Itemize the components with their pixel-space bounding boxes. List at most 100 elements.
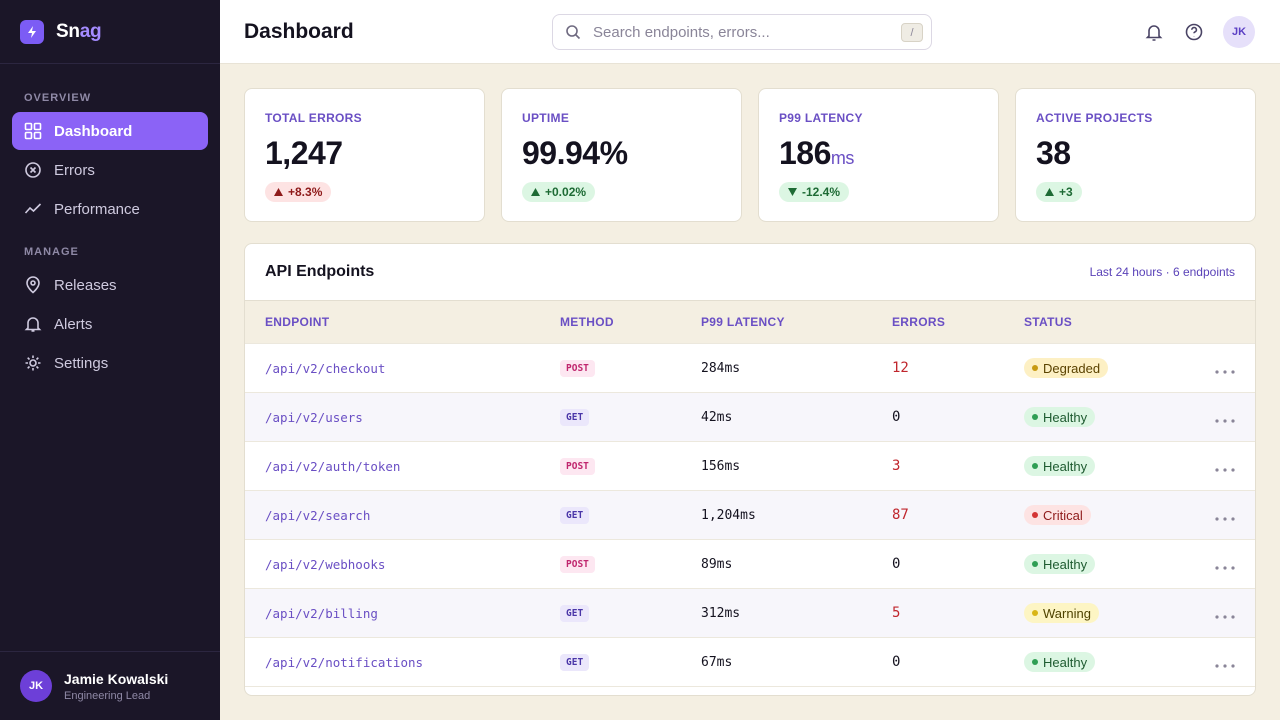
latency: 67ms	[701, 654, 733, 670]
table-row[interactable]: /api/v2/checkout POST 284ms 12 Degraded	[245, 344, 1255, 393]
endpoint[interactable]: /api/v2/webhooks	[265, 556, 386, 572]
method-cell: POST	[560, 457, 701, 475]
method-badge: GET	[560, 409, 590, 426]
latency: 89ms	[701, 556, 733, 572]
stat-delta: +3	[1036, 182, 1082, 202]
nav-item[interactable]: Alerts	[12, 305, 208, 343]
more-icon	[1215, 614, 1235, 619]
logo	[20, 19, 44, 44]
notifications-button[interactable]	[1144, 22, 1164, 42]
row-menu[interactable]	[1215, 407, 1255, 428]
nav-item[interactable]: Performance	[12, 190, 208, 228]
error-count: 3	[892, 458, 901, 474]
nav-label: Performance	[54, 200, 140, 218]
user-avatar: JK	[20, 670, 52, 702]
stat-delta: -12.4%	[779, 182, 850, 202]
endpoint[interactable]: /api/v2/users	[265, 409, 363, 425]
table-row[interactable]: /api/v2/notifications GET 67ms 0 Healthy	[245, 638, 1255, 687]
status-dot	[1032, 463, 1038, 469]
endpoint[interactable]: /api/v2/search	[265, 507, 371, 523]
status-badge: Warning	[1024, 603, 1099, 623]
stat-value: 99.94%	[522, 135, 721, 172]
search-placeholder: Search endpoints, errors...	[593, 23, 770, 41]
method-cell: GET	[560, 506, 701, 524]
stat-card: TOTAL ERRORS 1,247 +8.3%	[244, 88, 485, 222]
sidebar: Snag OVERVIEW Dashboard Errors Performan…	[0, 0, 220, 720]
more-icon	[1215, 369, 1235, 374]
method-cell: GET	[560, 653, 701, 671]
status-text: Healthy	[1043, 556, 1088, 572]
row-menu[interactable]	[1215, 554, 1255, 575]
table-row[interactable]: /api/v2/billing GET 312ms 5 Warning	[245, 589, 1255, 638]
endpoint[interactable]: /api/v2/checkout	[265, 360, 386, 376]
avatar-button[interactable]: JK	[1223, 16, 1255, 48]
latency: 284ms	[701, 360, 741, 376]
status-text: Healthy	[1043, 458, 1088, 474]
more-icon	[1215, 418, 1235, 423]
stat-label: ACTIVE PROJECTS	[1036, 111, 1153, 125]
stat-unit: ms	[830, 148, 855, 168]
column-header: METHOD	[560, 315, 614, 329]
trend-arrow	[531, 188, 540, 196]
nav-label: Settings	[54, 354, 109, 372]
row-menu[interactable]	[1215, 456, 1255, 477]
nav-item[interactable]: Errors	[12, 151, 208, 189]
stat-number: 186	[779, 135, 831, 171]
status-dot	[1032, 561, 1038, 567]
icon	[24, 203, 42, 214]
user-role: Engineering Lead	[64, 689, 151, 702]
help-button[interactable]	[1184, 22, 1204, 42]
status-cell: Healthy	[1024, 407, 1215, 427]
error-count: 87	[892, 507, 909, 523]
endpoint[interactable]: /api/v2/auth/token	[265, 458, 401, 474]
error-count: 0	[892, 654, 901, 670]
stat-label: P99 LATENCY	[779, 111, 863, 125]
bolt-icon	[28, 25, 36, 38]
method-badge: POST	[560, 360, 595, 377]
delta-text: +8.3%	[288, 185, 323, 199]
brand-head: Sn	[56, 20, 80, 42]
status-cell: Healthy	[1024, 554, 1215, 574]
status-badge: Healthy	[1024, 407, 1096, 427]
table-meta: Last 24 hours · 6 endpoints	[1089, 265, 1235, 279]
nav-item[interactable]: Releases	[12, 266, 208, 304]
status-badge: Healthy	[1024, 456, 1096, 476]
search-icon	[566, 25, 581, 40]
shortcut-key: /	[901, 23, 923, 42]
stat-number: 1,247	[265, 135, 343, 171]
endpoint[interactable]: /api/v2/billing	[265, 605, 378, 621]
more-icon	[1215, 565, 1235, 570]
row-menu[interactable]	[1215, 505, 1255, 526]
brand[interactable]: Snag	[0, 0, 220, 64]
table-row[interactable]: /api/v2/users GET 42ms 0 Healthy	[245, 393, 1255, 442]
status-text: Critical	[1043, 507, 1083, 523]
stat-label: TOTAL ERRORS	[265, 111, 362, 125]
latency: 1,204ms	[701, 507, 756, 523]
icon	[25, 162, 41, 178]
stat-value: 186ms	[779, 135, 978, 172]
row-menu[interactable]	[1215, 358, 1255, 379]
nav-item[interactable]: Settings	[12, 344, 208, 382]
error-count: 0	[892, 409, 901, 425]
search-box[interactable]: Search endpoints, errors... /	[552, 14, 932, 50]
more-icon	[1215, 516, 1235, 521]
table-header: API Endpoints Last 24 hours · 6 endpoint…	[245, 244, 1255, 301]
row-menu[interactable]	[1215, 603, 1255, 624]
table-row[interactable]: /api/v2/webhooks POST 89ms 0 Healthy	[245, 540, 1255, 589]
table-row[interactable]: /api/v2/auth/token POST 156ms 3 Healthy	[245, 442, 1255, 491]
status-cell: Degraded	[1024, 358, 1215, 378]
row-menu[interactable]	[1215, 652, 1255, 673]
trend-arrow	[274, 188, 283, 196]
latency: 156ms	[701, 458, 741, 474]
status-badge: Degraded	[1024, 358, 1109, 378]
status-cell: Healthy	[1024, 456, 1215, 476]
delta-text: +0.02%	[545, 185, 587, 199]
table-row[interactable]: /api/v2/search GET 1,204ms 87 Critical	[245, 491, 1255, 540]
status-cell: Critical	[1024, 505, 1215, 525]
stat-number: 99.94%	[522, 135, 628, 171]
user-profile[interactable]: JK Jamie Kowalski Engineering Lead	[0, 651, 220, 720]
endpoint[interactable]: /api/v2/notifications	[265, 654, 424, 670]
top-bar: Dashboard Search endpoints, errors... / …	[220, 0, 1280, 64]
nav-item[interactable]: Dashboard	[12, 112, 208, 150]
